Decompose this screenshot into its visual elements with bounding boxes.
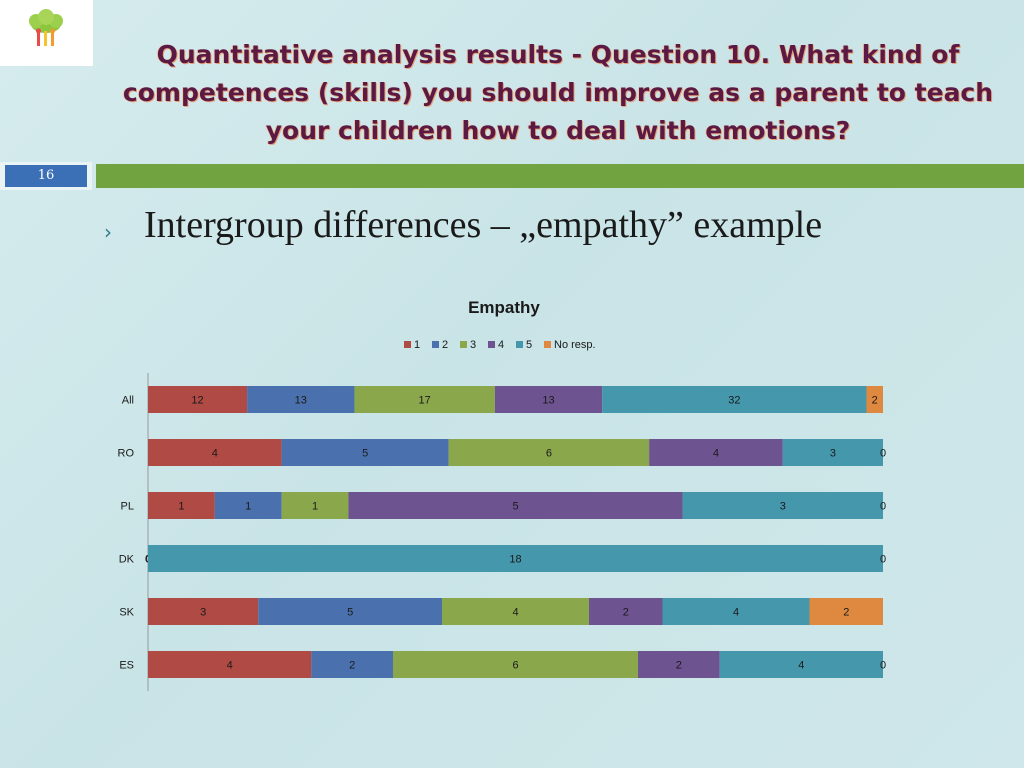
category-label-es: ES bbox=[119, 660, 134, 672]
data-label-all-series-1: 13 bbox=[295, 395, 307, 407]
tree-logo-icon bbox=[29, 9, 63, 46]
data-label-all-series-5: 2 bbox=[872, 395, 878, 407]
data-label-es-series-4: 4 bbox=[798, 660, 804, 672]
data-label-es-series-0: 4 bbox=[227, 660, 233, 672]
data-label-all-series-2: 17 bbox=[419, 395, 431, 407]
bar-all-series-3 bbox=[494, 386, 603, 413]
legend-label-5: No resp. bbox=[554, 339, 596, 351]
data-label-pl-series-4: 3 bbox=[780, 501, 786, 513]
legend-label-0: 1 bbox=[414, 339, 420, 351]
category-label-dk: DK bbox=[119, 554, 135, 566]
data-label-es-series-3: 2 bbox=[676, 660, 682, 672]
bar-ro-series-2 bbox=[448, 439, 650, 466]
data-label-pl-series-0: 1 bbox=[178, 501, 184, 513]
bar-pl-series-2 bbox=[281, 492, 349, 519]
bar-es-series-3 bbox=[638, 651, 720, 678]
bar-pl-series-1 bbox=[214, 492, 282, 519]
bar-sk-series-1 bbox=[258, 598, 442, 625]
data-label-pl-series-5: 0 bbox=[880, 501, 886, 513]
data-label-sk-series-5: 2 bbox=[843, 607, 849, 619]
data-label-sk-series-4: 4 bbox=[733, 607, 739, 619]
data-label-es-series-2: 6 bbox=[512, 660, 518, 672]
bar-ro-series-3 bbox=[649, 439, 783, 466]
bar-sk-series-3 bbox=[589, 598, 663, 625]
bullet-arrow-icon: › bbox=[104, 220, 112, 244]
data-label-sk-series-0: 3 bbox=[200, 607, 206, 619]
data-label-es-series-5: 0 bbox=[880, 660, 886, 672]
chart-legend: 1 2 3 4 5 No resp. bbox=[404, 339, 596, 351]
bar-ro-series-4 bbox=[782, 439, 883, 466]
page-number: 16 bbox=[5, 165, 87, 187]
legend-swatch-4 bbox=[516, 341, 523, 348]
bar-all-series-4 bbox=[602, 386, 867, 413]
data-label-ro-series-5: 0 bbox=[880, 448, 886, 460]
bar-es-series-2 bbox=[393, 651, 638, 678]
bullet-text: Intergroup differences – „empathy” examp… bbox=[144, 204, 823, 246]
legend-label-3: 4 bbox=[498, 339, 504, 351]
bar-pl-series-4 bbox=[682, 492, 883, 519]
data-label-pl-series-3: 5 bbox=[512, 501, 518, 513]
green-divider-band bbox=[96, 164, 1024, 188]
project-logo bbox=[0, 0, 93, 66]
bar-dk-series-4 bbox=[148, 545, 883, 572]
legend-swatch-2 bbox=[460, 341, 467, 348]
legend-label-2: 3 bbox=[470, 339, 476, 351]
chart-title: Empathy bbox=[468, 298, 540, 317]
data-label-ro-series-4: 3 bbox=[830, 448, 836, 460]
data-label-sk-series-1: 5 bbox=[347, 607, 353, 619]
data-label-pl-series-2: 1 bbox=[312, 501, 318, 513]
data-label-all-series-4: 32 bbox=[728, 395, 740, 407]
bar-ro-series-0 bbox=[148, 439, 282, 466]
data-label-ro-series-1: 5 bbox=[362, 448, 368, 460]
category-label-ro: RO bbox=[118, 448, 135, 460]
bar-all-series-0 bbox=[148, 386, 248, 413]
empathy-chart: Empathy 1 2 3 4 5 No resp. All 12 13 17 13 32 2RO 4 5… bbox=[118, 298, 886, 691]
bar-es-series-1 bbox=[311, 651, 393, 678]
data-label-pl-series-1: 1 bbox=[245, 501, 251, 513]
bars-group: All 12 13 17 13 32 2 RO 4 5 6 4 3 0 PL 1 1 1 5 3 0 DK 0 18 0 SK 3 5… bbox=[118, 386, 886, 678]
bar-es-series-4 bbox=[719, 651, 883, 678]
bar-all-series-2 bbox=[354, 386, 495, 413]
bar-sk-series-4 bbox=[662, 598, 810, 625]
data-label-ro-series-3: 4 bbox=[713, 448, 719, 460]
bar-sk-series-0 bbox=[148, 598, 259, 625]
data-label-sk-series-3: 2 bbox=[623, 607, 629, 619]
legend-swatch-3 bbox=[488, 341, 495, 348]
data-label-all-series-0: 12 bbox=[191, 395, 203, 407]
bar-all-series-1 bbox=[247, 386, 355, 413]
category-label-pl: PL bbox=[121, 501, 134, 513]
bar-all-series-5 bbox=[866, 386, 883, 413]
data-label-sk-series-2: 4 bbox=[512, 607, 518, 619]
legend-swatch-0 bbox=[404, 341, 411, 348]
category-label-sk: SK bbox=[119, 607, 134, 619]
legend-label-1: 2 bbox=[442, 339, 448, 351]
data-label-es-series-1: 2 bbox=[349, 660, 355, 672]
category-label-all: All bbox=[122, 395, 134, 407]
legend-swatch-5 bbox=[544, 341, 551, 348]
data-label-all-series-3: 13 bbox=[542, 395, 554, 407]
data-label-ro-series-0: 4 bbox=[212, 448, 218, 460]
slide-title: Quantitative analysis results - Question… bbox=[122, 40, 994, 145]
legend-swatch-1 bbox=[432, 341, 439, 348]
legend-label-4: 5 bbox=[526, 339, 532, 351]
bar-sk-series-5 bbox=[809, 598, 883, 625]
bar-sk-series-2 bbox=[442, 598, 589, 625]
bar-ro-series-1 bbox=[281, 439, 449, 466]
bar-pl-series-0 bbox=[148, 492, 215, 519]
bar-pl-series-3 bbox=[348, 492, 683, 519]
data-label-dk-series-5: 0 bbox=[880, 554, 886, 566]
data-label-ro-series-2: 6 bbox=[546, 448, 552, 460]
data-label-dk-series-4: 18 bbox=[509, 554, 521, 566]
bar-es-series-0 bbox=[148, 651, 312, 678]
